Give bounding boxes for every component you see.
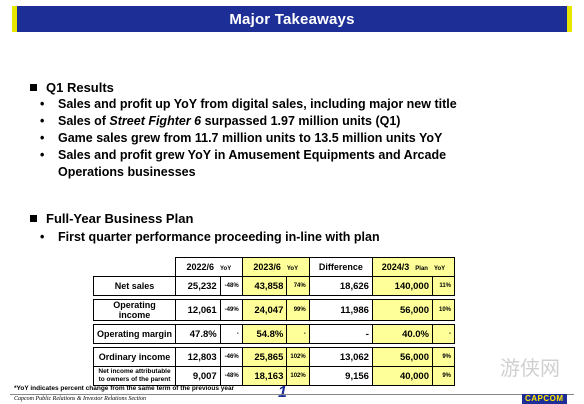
footnote: *YoY indicates percent change from the s…	[14, 385, 235, 392]
table-row: Ordinary income 12,803 -46% 25,865 102% 13…	[93, 347, 455, 367]
title-bar: Major Takeaways	[12, 6, 572, 32]
q1-bullet-1: Sales and profit up YoY from digital sal…	[40, 96, 457, 113]
q1-bullet-3: Game sales grew from 11.7 million units …	[40, 130, 442, 147]
page-title: Major Takeaways	[229, 10, 355, 28]
square-bullet-icon	[30, 215, 37, 222]
page-number: 1	[278, 384, 287, 401]
q1-heading: Q1 Results	[30, 80, 114, 95]
financial-table: 2022/6 YoY 2023/6 YoY Difference 2024/3 Pla…	[93, 257, 456, 386]
capcom-logo: CAPCOM	[522, 394, 567, 404]
table-row: Operating income 12,061 -49% 24,047 99% 11…	[93, 299, 455, 321]
square-bullet-icon	[30, 84, 37, 91]
plan-heading: Full-Year Business Plan	[30, 211, 193, 226]
plan-bullet: First quarter performance proceeding in-…	[40, 229, 380, 246]
col-difference: Difference	[308, 257, 373, 277]
footer-org: Capcom Public Relations & Investor Relat…	[14, 396, 146, 402]
table-row: Net income attributable to owners of the…	[93, 366, 455, 386]
table-header-row: 2022/6 YoY 2023/6 YoY Difference 2024/3 Pla…	[94, 257, 456, 277]
q1-bullet-4-cont: Operations businesses	[58, 165, 196, 179]
table-row: Net sales 25,232 -48% 43,858 74% 18,626 14…	[93, 276, 455, 296]
table-row: Operating margin 47.8% - 54.8% - - 40.0% -	[93, 324, 455, 344]
q1-bullet-2: Sales of Street Fighter 6 surpassed 1.97…	[40, 113, 400, 130]
footer-divider	[10, 394, 574, 395]
q1-bullet-4: Sales and profit grew YoY in Amusement E…	[40, 147, 446, 164]
col-2023: 2023/6 YoY	[241, 257, 310, 277]
col-2022: 2022/6 YoY	[175, 257, 243, 277]
col-2024-plan: 2024/3 Plan YoY	[371, 257, 456, 277]
watermark: 游侠网	[500, 356, 560, 380]
